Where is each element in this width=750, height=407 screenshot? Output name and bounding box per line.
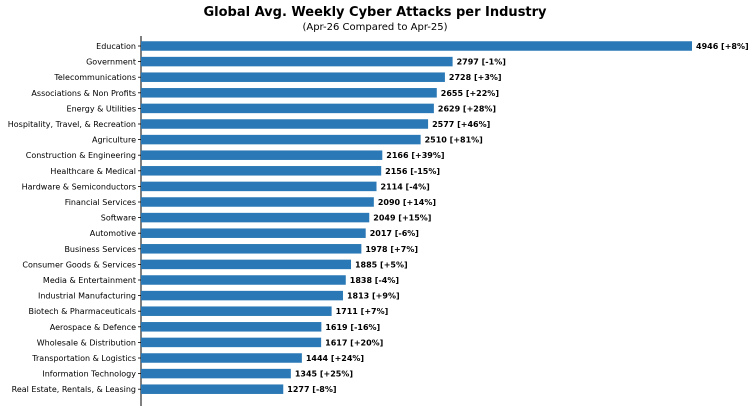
bar bbox=[141, 72, 445, 82]
value-label: 2166 [+39%] bbox=[386, 151, 444, 160]
bar bbox=[141, 150, 383, 160]
category-label: Associations & Non Profits bbox=[31, 89, 136, 98]
value-label: 2090 [+14%] bbox=[378, 198, 436, 207]
category-label: Energy & Utilities bbox=[67, 104, 136, 113]
category-label: Education bbox=[96, 42, 136, 51]
value-label: 4946 [+8%] bbox=[696, 42, 749, 51]
bar bbox=[141, 290, 343, 301]
bar bbox=[141, 103, 434, 114]
category-label: Business Services bbox=[64, 245, 136, 254]
chart-subtitle: (Apr-26 Compared to Apr-25) bbox=[302, 22, 448, 33]
category-label: Real Estate, Rentals, & Leasing bbox=[12, 385, 136, 394]
category-label: Aerospace & Defence bbox=[50, 323, 136, 332]
value-label: 2017 [-6%] bbox=[370, 229, 419, 238]
bar bbox=[141, 275, 346, 285]
category-label: Information Technology bbox=[42, 370, 136, 379]
bar bbox=[141, 353, 302, 363]
value-label: 1619 [-16%] bbox=[325, 323, 380, 332]
bar bbox=[141, 337, 322, 348]
value-label: 1711 [+7%] bbox=[336, 307, 389, 316]
category-label: Construction & Engineering bbox=[26, 151, 136, 160]
bar bbox=[141, 228, 366, 238]
value-label: 2049 [+15%] bbox=[373, 214, 431, 223]
value-label: 2510 [+81%] bbox=[425, 136, 483, 145]
bar bbox=[141, 166, 382, 176]
value-label: 2114 [-4%] bbox=[381, 182, 430, 191]
bar bbox=[141, 88, 437, 98]
bar bbox=[141, 384, 284, 394]
value-label: 2156 [-15%] bbox=[385, 167, 440, 176]
value-label: 2577 [+46%] bbox=[432, 120, 490, 129]
bar bbox=[141, 259, 351, 270]
value-label: 2629 [+28%] bbox=[438, 104, 496, 113]
bar bbox=[141, 212, 370, 223]
bar bbox=[141, 41, 692, 51]
value-label: 2655 [+22%] bbox=[441, 89, 499, 98]
value-label: 2797 [-1%] bbox=[457, 58, 506, 67]
bar bbox=[141, 306, 332, 316]
value-label: 1813 [+9%] bbox=[347, 292, 400, 301]
bar bbox=[141, 134, 421, 145]
bar bbox=[141, 119, 429, 129]
bar bbox=[141, 181, 377, 192]
category-label: Biotech & Pharmaceuticals bbox=[28, 307, 136, 316]
value-label: 2728 [+3%] bbox=[449, 73, 502, 82]
category-label: Media & Entertainment bbox=[43, 276, 136, 285]
value-label: 1978 [+7%] bbox=[365, 245, 418, 254]
category-label: Government bbox=[86, 58, 136, 67]
category-label: Agriculture bbox=[92, 136, 136, 145]
category-label: Software bbox=[101, 214, 136, 223]
value-label: 1345 [+25%] bbox=[295, 370, 353, 379]
value-label: 1444 [+24%] bbox=[306, 354, 364, 363]
bar bbox=[141, 197, 374, 207]
category-label: Hardware & Semiconductors bbox=[22, 182, 136, 191]
category-label: Healthcare & Medical bbox=[50, 167, 136, 176]
bar bbox=[141, 244, 362, 254]
category-label: Telecommunications bbox=[53, 73, 136, 82]
value-label: 1885 [+5%] bbox=[355, 260, 408, 269]
value-label: 1838 [-4%] bbox=[350, 276, 399, 285]
category-label: Hospitality, Travel, & Recreation bbox=[8, 120, 136, 129]
bar bbox=[141, 56, 453, 67]
category-label: Wholesale & Distribution bbox=[37, 338, 136, 347]
category-label: Transportation & Logistics bbox=[31, 354, 136, 363]
bar bbox=[141, 322, 322, 332]
value-label: 1617 [+20%] bbox=[325, 338, 383, 347]
chart-title: Global Avg. Weekly Cyber Attacks per Ind… bbox=[203, 5, 547, 20]
category-label: Automotive bbox=[90, 229, 136, 238]
category-label: Financial Services bbox=[65, 198, 136, 207]
category-label: Industrial Manufacturing bbox=[38, 292, 136, 301]
category-label: Consumer Goods & Services bbox=[22, 260, 136, 269]
bar bbox=[141, 368, 291, 379]
value-label: 1277 [-8%] bbox=[287, 385, 336, 394]
